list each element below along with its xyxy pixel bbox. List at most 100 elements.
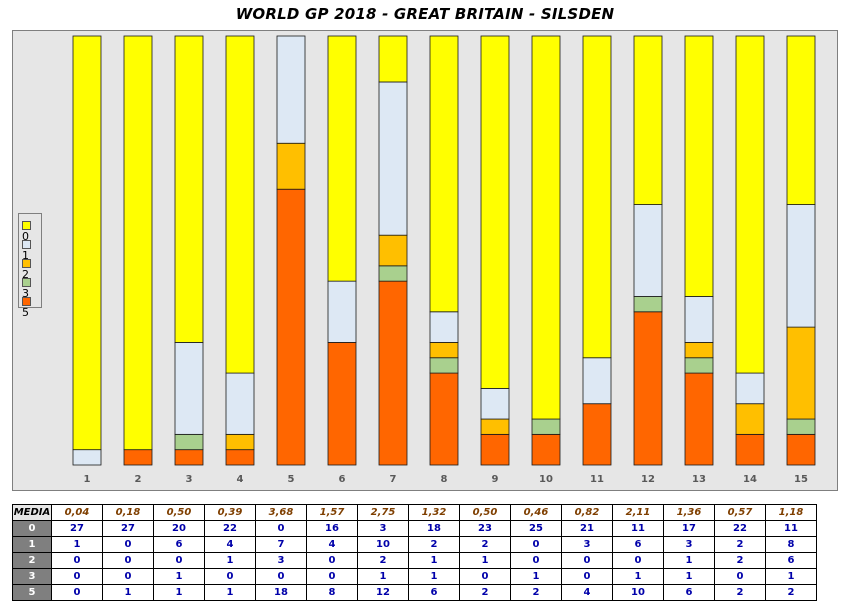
legend-label: 5 <box>22 306 29 319</box>
bar-segment-9-score-2 <box>480 418 510 435</box>
media-cell: 0,46 <box>510 504 562 521</box>
media-cell: 0,50 <box>459 504 511 521</box>
media-cell: 0,39 <box>204 504 256 521</box>
table-cell: 0 <box>255 568 307 585</box>
table-cell: 0 <box>102 536 154 553</box>
media-cell: 1,36 <box>663 504 715 521</box>
bar-segment-1-score-0 <box>72 35 102 451</box>
table-cell: 2 <box>459 536 511 553</box>
table-cell: 0 <box>306 568 358 585</box>
table-cell: 0 <box>561 552 613 569</box>
table-cell: 2 <box>714 584 766 601</box>
bar-segment-4-score-1 <box>225 372 255 435</box>
bar-segment-8-score-0 <box>429 35 459 313</box>
table-cell: 0 <box>102 552 154 569</box>
legend-item-5: 5 <box>22 295 41 319</box>
legend-item-2: 2 <box>22 257 41 281</box>
bar-segment-3-score-1 <box>174 342 204 435</box>
legend-label: 2 <box>22 268 29 281</box>
bar-segment-3-score-0 <box>174 35 204 343</box>
table-cell: 4 <box>561 584 613 601</box>
table-cell: 10 <box>357 536 409 553</box>
media-cell: 0,50 <box>153 504 205 521</box>
table-cell: 2 <box>510 584 562 601</box>
table-cell: 0 <box>51 568 103 585</box>
media-cell: 1,32 <box>408 504 460 521</box>
table-cell: 1 <box>510 568 562 585</box>
bar-segment-2-score-0 <box>123 35 153 451</box>
table-cell: 2 <box>357 552 409 569</box>
bar-segment-6-score-5 <box>327 342 357 466</box>
row-header: 3 <box>12 568 52 585</box>
bar-segment-7-score-0 <box>378 35 408 83</box>
legend-swatch <box>22 277 31 287</box>
table-cell: 0 <box>255 520 307 537</box>
bar-segment-12-score-0 <box>633 35 663 205</box>
table-cell: 22 <box>714 520 766 537</box>
row-header-media: MEDIA <box>12 504 52 521</box>
stacked-bar-chart: 1 2 3 4 5 6 7 8 9 10 11 12 13 14 15 <box>72 35 816 485</box>
table-cell: 1 <box>612 568 664 585</box>
table-cell: 17 <box>663 520 715 537</box>
table-cell: 0 <box>153 552 205 569</box>
table-cell: 25 <box>510 520 562 537</box>
table-cell: 0 <box>204 568 256 585</box>
media-cell: 3,68 <box>255 504 307 521</box>
table-cell: 22 <box>204 520 256 537</box>
x-tick-label: 1 <box>84 474 91 485</box>
x-tick-label: 14 <box>743 474 757 485</box>
legend-label: 0 <box>22 230 29 243</box>
table-cell: 3 <box>561 536 613 553</box>
x-tick-label: 6 <box>339 474 346 485</box>
table-cell: 21 <box>561 520 613 537</box>
table-cell: 23 <box>459 520 511 537</box>
bar-segment-12-score-5 <box>633 311 663 466</box>
table-cell: 3 <box>255 552 307 569</box>
bar-segment-4-score-2 <box>225 433 255 451</box>
bar-segment-14-score-1 <box>735 372 765 405</box>
table-cell: 3 <box>663 536 715 553</box>
table-cell: 6 <box>153 536 205 553</box>
table-cell: 2 <box>714 536 766 553</box>
table-cell: 6 <box>408 584 460 601</box>
bar-segment-12-score-3 <box>633 296 663 313</box>
x-tick-label: 9 <box>492 474 499 485</box>
bar-segment-1-score-1 <box>72 449 102 466</box>
bar-segment-8-score-2 <box>429 342 459 359</box>
table-cell: 7 <box>255 536 307 553</box>
legend-swatch <box>22 239 31 249</box>
table-cell: 0 <box>306 552 358 569</box>
table-cell: 0 <box>459 568 511 585</box>
bar-segment-10-score-3 <box>531 418 561 435</box>
bar-segment-15-score-1 <box>786 204 816 328</box>
bar-segment-8-score-3 <box>429 357 459 374</box>
x-tick-label: 12 <box>641 474 655 485</box>
table-cell: 18 <box>255 584 307 601</box>
x-tick-label: 2 <box>135 474 142 485</box>
media-cell: 0,18 <box>102 504 154 521</box>
bar-segment-13-score-5 <box>684 372 714 466</box>
table-cell: 10 <box>612 584 664 601</box>
table-cell: 1 <box>51 536 103 553</box>
table-cell: 27 <box>102 520 154 537</box>
table-cell: 0 <box>51 584 103 601</box>
bar-segment-7-score-1 <box>378 81 408 236</box>
table-cell: 4 <box>306 536 358 553</box>
media-cell: 2,11 <box>612 504 664 521</box>
bar-segment-13-score-3 <box>684 357 714 374</box>
x-tick-label: 5 <box>288 474 295 485</box>
table-cell: 0 <box>510 536 562 553</box>
table-cell: 0 <box>612 552 664 569</box>
bar-segment-15-score-2 <box>786 326 816 420</box>
table-cell: 0 <box>561 568 613 585</box>
row-header: 2 <box>12 552 52 569</box>
media-cell: 1,18 <box>765 504 817 521</box>
row-header: 1 <box>12 536 52 553</box>
x-tick-label: 4 <box>237 474 244 485</box>
bar-segment-14-score-2 <box>735 403 765 435</box>
table-cell: 2 <box>408 536 460 553</box>
table-cell: 3 <box>357 520 409 537</box>
table-row: 1 1 0 6 4 7 4 10 2 2 0 3 6 3 2 8 <box>12 536 817 553</box>
bar-segment-3-score-3 <box>174 433 204 451</box>
